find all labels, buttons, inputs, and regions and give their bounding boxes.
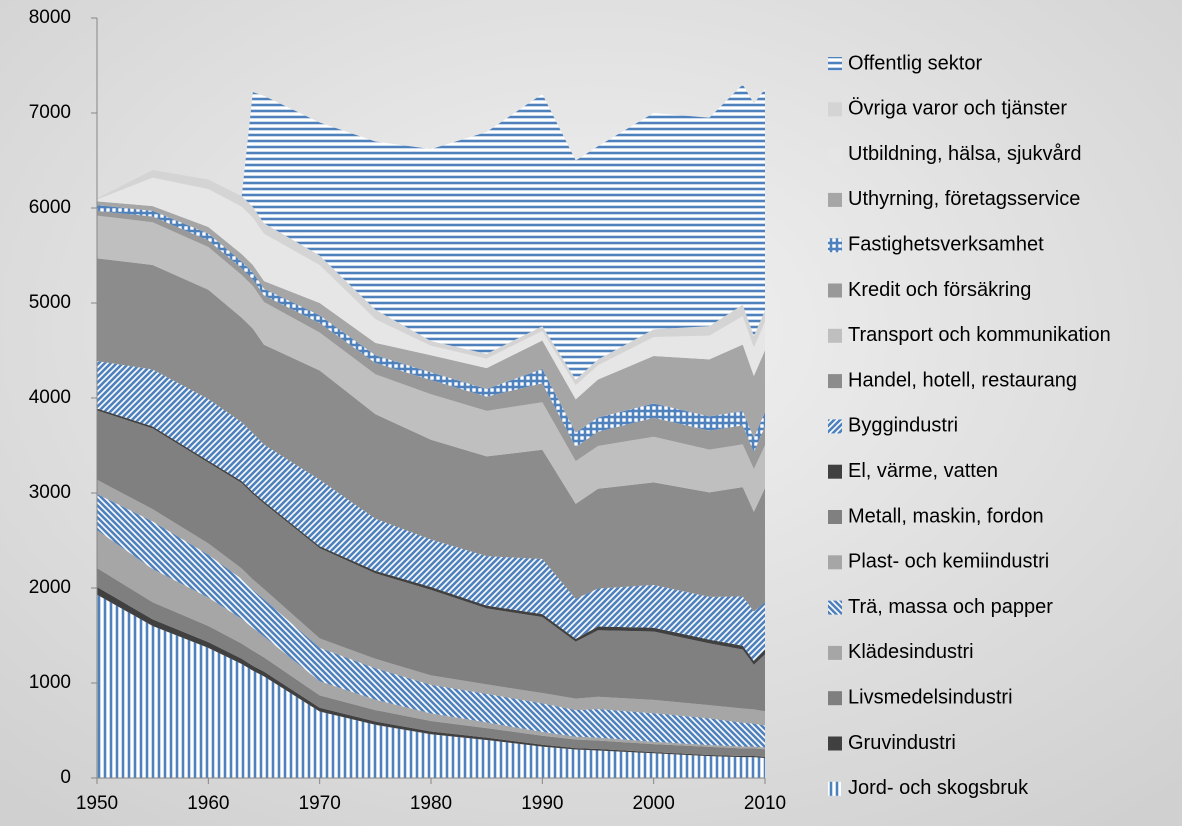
y-tick-label: 1000	[29, 672, 71, 693]
area	[97, 594, 765, 778]
legend-label: Plast- och kemiindustri	[848, 551, 1049, 573]
legend-swatch	[828, 464, 842, 479]
legend-label: El, värme, vatten	[848, 460, 998, 482]
x-tick-label: 1950	[76, 793, 118, 814]
x-tick-label: 1980	[410, 793, 452, 814]
legend-label: Övriga varor och tjänster	[848, 98, 1067, 120]
x-tick-label: 1990	[521, 793, 563, 814]
area	[97, 410, 765, 712]
y-tick-label: 2000	[29, 577, 71, 598]
legend-label: Fastighetsverksamhet	[848, 233, 1044, 255]
area	[97, 170, 765, 386]
legend-label: Livsmedelsindustri	[848, 686, 1013, 708]
y-tick-label: 5000	[29, 292, 71, 313]
x-tick-label: 2000	[633, 793, 675, 814]
legend-label: Transport och kommunikation	[848, 324, 1111, 346]
x-tick-label: 2010	[744, 793, 786, 814]
y-tick-label: 8000	[29, 7, 71, 28]
y-tick-label: 3000	[29, 482, 71, 503]
y-tick-label: 0	[60, 767, 71, 788]
legend-swatch	[828, 555, 842, 570]
legend-label: Handel, hotell, restaurang	[848, 369, 1077, 391]
legend-label: Offentlig sektor	[848, 52, 982, 74]
legend-label: Klädesindustri	[848, 641, 974, 663]
area	[97, 258, 765, 612]
area	[97, 215, 765, 512]
legend-label: Jord- och skogsbruk	[848, 777, 1029, 799]
area	[97, 177, 765, 400]
x-tick-label: 1960	[187, 793, 229, 814]
x-tick-label: 1970	[299, 793, 341, 814]
area	[97, 210, 765, 470]
legend-label: Kredit och försäkring	[848, 279, 1031, 301]
legend-swatch	[828, 645, 842, 660]
legend-label: Metall, maskin, fordon	[848, 505, 1044, 527]
y-tick-label: 7000	[29, 102, 71, 123]
y-tick-label: 4000	[29, 387, 71, 408]
area	[97, 479, 765, 726]
legend-swatch	[828, 238, 842, 253]
legend-label: Utbildning, hälsa, sjukvård	[848, 143, 1081, 165]
area	[97, 205, 765, 452]
area	[97, 408, 765, 665]
legend-swatch	[828, 781, 842, 796]
legend-swatch	[828, 736, 842, 751]
legend-label: Byggindustri	[848, 415, 958, 437]
legend-swatch	[828, 102, 842, 117]
legend-swatch	[828, 510, 842, 524]
legend-label: Trä, massa och papper	[848, 596, 1053, 618]
legend-swatch	[828, 192, 842, 207]
legend-swatch	[828, 147, 842, 162]
area	[97, 493, 765, 748]
legend-swatch	[828, 283, 842, 298]
legend-swatch	[828, 419, 842, 434]
legend-swatch	[828, 328, 842, 343]
legend-label: Uthyrning, företagsservice	[848, 188, 1080, 210]
area	[97, 360, 765, 661]
legend-label: Gruvindustri	[848, 732, 956, 754]
legend-swatch	[828, 600, 842, 615]
legend-swatch	[828, 374, 842, 389]
y-tick-label: 6000	[29, 197, 71, 218]
area	[97, 84, 765, 380]
legend-swatch	[828, 57, 842, 71]
legend-swatch	[828, 691, 842, 706]
